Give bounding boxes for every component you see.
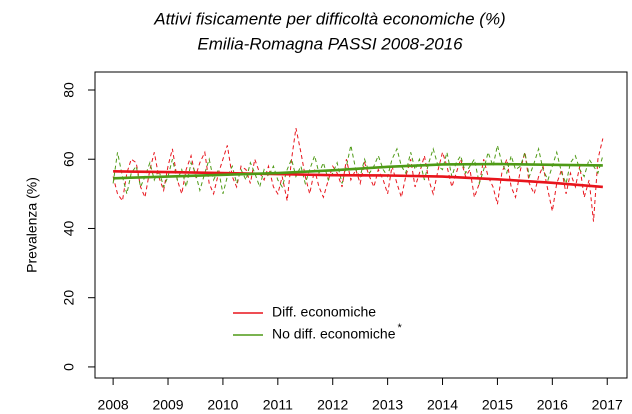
y-tick-label: 80 [61, 82, 77, 98]
y-tick-label: 40 [61, 220, 77, 236]
chart-title: Attivi fisicamente per difficoltà econom… [153, 9, 505, 28]
trend-line [113, 162, 603, 180]
x-tick-label: 2008 [98, 397, 129, 413]
x-tick-label: 2017 [592, 397, 623, 413]
y-tick-label: 0 [61, 363, 77, 371]
x-tick-label: 2014 [427, 397, 458, 413]
y-tick-label: 60 [61, 151, 77, 167]
y-tick-label: 20 [61, 290, 77, 306]
legend-note: * [397, 322, 402, 334]
plot-box [94, 71, 628, 379]
x-tick-label: 2015 [482, 397, 513, 413]
trend-line [113, 170, 603, 189]
x-tick-label: 2016 [537, 397, 568, 413]
legend-label: Diff. economiche [272, 304, 376, 320]
x-tick-label: 2010 [207, 397, 238, 413]
x-tick-label: 2012 [317, 397, 348, 413]
x-tick-label: 2011 [263, 397, 293, 413]
x-tick-label: 2009 [152, 397, 183, 413]
x-tick-label: 2013 [372, 397, 403, 413]
legend-label: No diff. economiche [272, 326, 396, 342]
y-axis-label: Prevalenza (%) [24, 177, 40, 273]
chart-subtitle: Emilia-Romagna PASSI 2008-2016 [197, 34, 463, 53]
